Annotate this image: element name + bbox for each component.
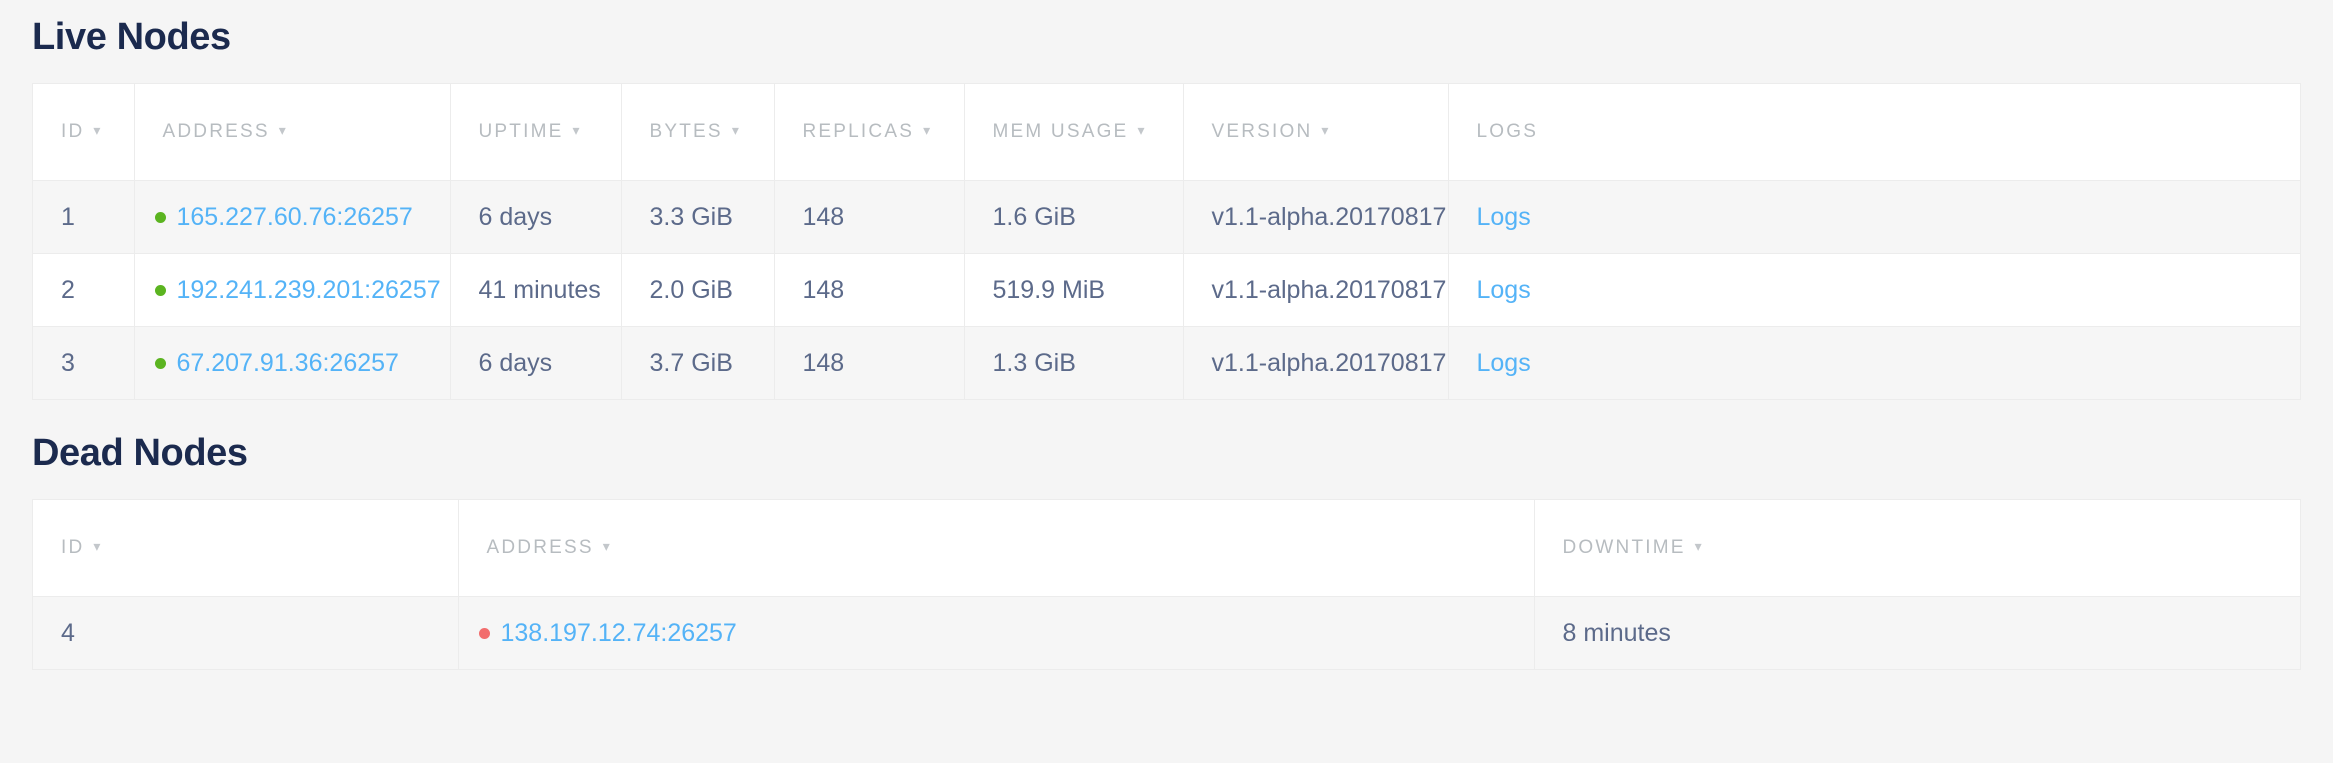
column-header-id[interactable]: ID ▾ [33,500,459,597]
dead-nodes-table: ID ▾ ADDRESS ▾ DOWNTIME ▾ 4 138.197.12.74:2… [33,500,2300,670]
column-header-mem-usage-label: MEM USAGE [992,121,1129,142]
column-header-id-label: ID [61,537,85,558]
cell-uptime: 6 days [450,326,622,400]
table-row[interactable]: 2 192.241.239.201:26257 41 minutes 2.0 G… [33,253,2300,327]
column-header-version[interactable]: VERSION ▾ [1183,84,1449,181]
dead-status-dot-icon [478,627,490,639]
cell-version: v1.1-alpha.20170817 [1183,253,1449,327]
dead-nodes-table-body: 4 138.197.12.74:26257 8 minutes [33,596,2300,670]
cell-uptime: 6 days [450,180,622,254]
column-header-address-label: ADDRESS [486,537,594,558]
cell-replicas: 148 [774,253,965,327]
cell-logs: Logs [1448,326,2300,400]
column-header-address[interactable]: ADDRESS ▾ [458,500,1535,597]
cell-mem-usage: 1.6 GiB [964,180,1184,254]
cell-downtime: 8 minutes [1534,596,2300,670]
column-header-replicas[interactable]: REPLICAS ▾ [774,84,965,181]
cell-id: 4 [33,596,459,670]
table-row[interactable]: 1 165.227.60.76:26257 6 days 3.3 GiB 148… [33,180,2300,254]
column-header-downtime-label: DOWNTIME [1562,537,1686,558]
dead-nodes-table-container: ID ▾ ADDRESS ▾ DOWNTIME ▾ 4 138.197.12.74:2… [32,499,2301,670]
column-header-address-label: ADDRESS [162,121,270,142]
column-header-bytes[interactable]: BYTES ▾ [621,84,775,181]
column-header-logs-label: LOGS [1476,121,1539,142]
dead-nodes-table-head: ID ▾ ADDRESS ▾ DOWNTIME ▾ [33,500,2300,597]
node-address-link[interactable]: 192.241.239.201:26257 [176,275,441,304]
column-header-mem-usage[interactable]: MEM USAGE ▾ [964,84,1184,181]
cell-bytes: 2.0 GiB [621,253,775,327]
live-nodes-table: ID ▾ ADDRESS ▾ UPTIME ▾ BYTES ▾ REPLICAS ▾ ME… [33,84,2300,400]
node-address-link[interactable]: 67.207.91.36:26257 [176,348,399,377]
column-header-uptime[interactable]: UPTIME ▾ [450,84,622,181]
cell-logs: Logs [1448,253,2300,327]
sort-caret-icon[interactable]: ▾ [923,122,931,138]
logs-link[interactable]: Logs [1476,202,1531,231]
column-header-id-label: ID [61,121,85,142]
logs-link[interactable]: Logs [1476,348,1531,377]
sort-caret-icon[interactable]: ▾ [572,122,580,138]
cell-address: 138.197.12.74:26257 [458,596,1535,670]
cell-address: 192.241.239.201:26257 [134,253,451,327]
sort-caret-icon[interactable]: ▾ [93,538,101,554]
live-status-dot-icon [154,211,166,223]
cell-replicas: 148 [774,326,965,400]
live-nodes-header-row: ID ▾ ADDRESS ▾ UPTIME ▾ BYTES ▾ REPLICAS ▾ ME… [33,84,2300,181]
live-status-dot-icon [154,357,166,369]
cell-bytes: 3.7 GiB [621,326,775,400]
column-header-id[interactable]: ID ▾ [33,84,135,181]
sort-caret-icon[interactable]: ▾ [731,122,739,138]
dead-nodes-header-row: ID ▾ ADDRESS ▾ DOWNTIME ▾ [33,500,2300,597]
sort-caret-icon[interactable]: ▾ [1137,122,1145,138]
node-address-link[interactable]: 138.197.12.74:26257 [500,618,737,647]
cell-logs: Logs [1448,180,2300,254]
live-nodes-table-head: ID ▾ ADDRESS ▾ UPTIME ▾ BYTES ▾ REPLICAS ▾ ME… [33,84,2300,181]
live-status-dot-icon [154,284,166,296]
cell-replicas: 148 [774,180,965,254]
live-nodes-table-body: 1 165.227.60.76:26257 6 days 3.3 GiB 148… [33,180,2300,400]
logs-link[interactable]: Logs [1476,275,1531,304]
node-address-link[interactable]: 165.227.60.76:26257 [176,202,413,231]
cell-version: v1.1-alpha.20170817 [1183,180,1449,254]
sort-caret-icon[interactable]: ▾ [1321,122,1329,138]
cell-mem-usage: 1.3 GiB [964,326,1184,400]
column-header-replicas-label: REPLICAS [802,121,915,142]
column-header-address[interactable]: ADDRESS ▾ [134,84,451,181]
table-row[interactable]: 3 67.207.91.36:26257 6 days 3.7 GiB 148 … [33,326,2300,400]
cell-bytes: 3.3 GiB [621,180,775,254]
cell-id: 2 [33,253,135,327]
column-header-logs: LOGS [1448,84,2300,181]
cell-id: 3 [33,326,135,400]
column-header-downtime[interactable]: DOWNTIME ▾ [1534,500,2300,597]
sort-caret-icon[interactable]: ▾ [602,538,610,554]
cell-address: 165.227.60.76:26257 [134,180,451,254]
cell-address: 67.207.91.36:26257 [134,326,451,400]
table-row[interactable]: 4 138.197.12.74:26257 8 minutes [33,596,2300,670]
cell-uptime: 41 minutes [450,253,622,327]
cell-id: 1 [33,180,135,254]
live-nodes-table-container: ID ▾ ADDRESS ▾ UPTIME ▾ BYTES ▾ REPLICAS ▾ ME… [32,83,2301,400]
cell-version: v1.1-alpha.20170817 [1183,326,1449,400]
dead-nodes-title: Dead Nodes [32,432,248,474]
cell-mem-usage: 519.9 MiB [964,253,1184,327]
column-header-uptime-label: UPTIME [478,121,564,142]
sort-caret-icon[interactable]: ▾ [1694,538,1702,554]
sort-caret-icon[interactable]: ▾ [278,122,286,138]
column-header-version-label: VERSION [1211,121,1313,142]
column-header-bytes-label: BYTES [649,121,723,142]
live-nodes-title: Live Nodes [32,16,231,58]
sort-caret-icon[interactable]: ▾ [93,122,101,138]
